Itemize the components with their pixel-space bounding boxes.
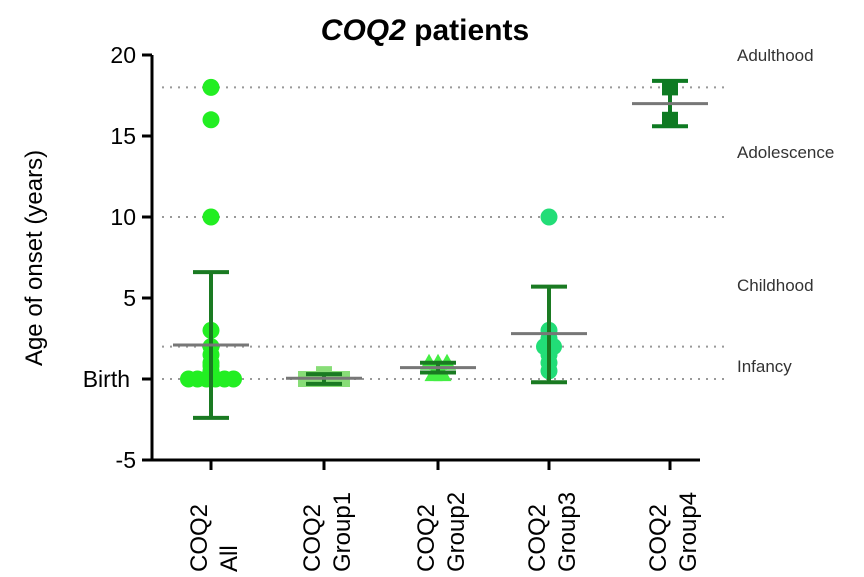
x-tick-label-line1: COQ2 <box>299 504 326 572</box>
chart-title-rest: patients <box>406 14 529 47</box>
axes: -5 5 10 15 20 Birth <box>83 42 700 473</box>
x-tick-label-line1: COQ2 <box>186 504 213 572</box>
y-axis-label: Age of onset (years) <box>21 150 48 366</box>
series-group <box>511 208 587 385</box>
x-tick-label-line1: COQ2 <box>524 504 551 572</box>
chart-title-italic: COQ2 <box>321 14 406 47</box>
reference-lines <box>162 86 730 380</box>
series-group <box>173 78 249 420</box>
x-tick-label-line1: COQ2 <box>413 504 440 572</box>
x-tick-label-line2: All <box>216 545 243 572</box>
stage-label: Infancy <box>737 357 792 376</box>
data-marks <box>173 78 708 420</box>
y-tick-label: 5 <box>123 285 136 311</box>
data-point <box>202 208 220 226</box>
data-point <box>202 78 220 96</box>
stage-label: Adulthood <box>737 46 814 65</box>
data-point <box>225 370 242 388</box>
data-point <box>540 208 558 226</box>
x-tick-label-line2: Group2 <box>443 492 470 572</box>
y-tick-label: 15 <box>110 123 136 149</box>
data-point <box>202 111 220 129</box>
x-tick-label-line1: COQ2 <box>645 504 672 572</box>
series-group <box>286 366 362 387</box>
stage-labels: Adulthood Adolescence Childhood Infancy <box>737 46 834 376</box>
y-zero-label: Birth <box>83 366 130 392</box>
x-tick-label-line2: Group1 <box>329 492 356 572</box>
x-tick-labels: COQ2 All COQ2 Group1 COQ2 Group2 COQ2 Group3 COQ… <box>186 492 702 572</box>
stage-label: Childhood <box>737 276 814 295</box>
stage-label: Adolescence <box>737 143 834 162</box>
series-group <box>632 78 708 129</box>
y-tick-label: 20 <box>110 42 136 68</box>
x-tick-label-line2: Group3 <box>554 492 581 572</box>
y-tick-label: 10 <box>110 204 136 230</box>
x-tick-label-line2: Group4 <box>675 492 702 572</box>
y-tick-label: -5 <box>116 447 136 473</box>
chart-title: COQ2 patients <box>321 14 529 47</box>
series-group <box>400 353 476 382</box>
